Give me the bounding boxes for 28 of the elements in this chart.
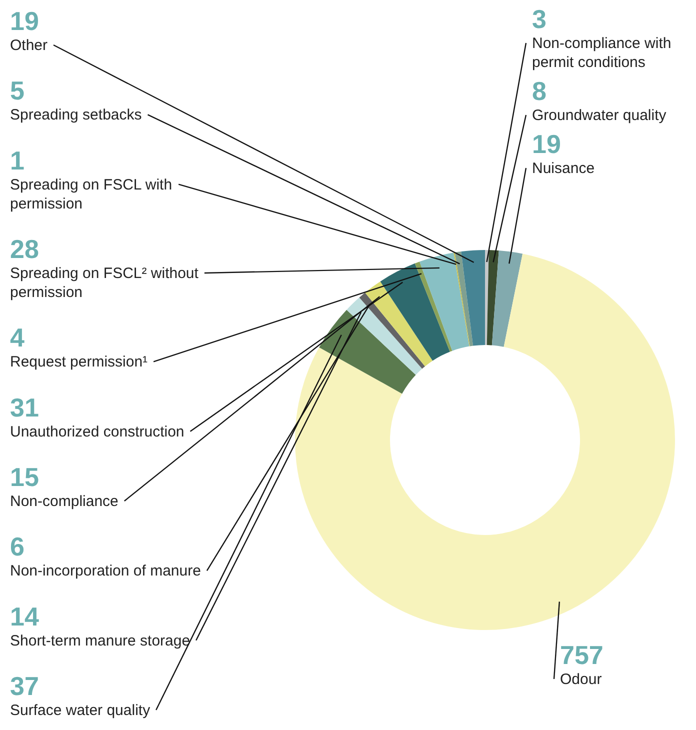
data-label: 37	[10, 671, 39, 701]
data-label: 15	[10, 462, 39, 492]
data-label: 19	[10, 6, 39, 36]
slice-label: Nuisance	[532, 160, 595, 177]
data-label: 14	[10, 601, 40, 632]
slice-label: Short-term manure storage	[10, 632, 190, 650]
slice-label: Surface water quality	[10, 702, 151, 719]
slice-label: Request permission¹	[10, 354, 148, 371]
data-label: 6	[10, 532, 24, 562]
data-label: 3	[532, 4, 546, 34]
slice-label: Non-compliance with permit conditions	[532, 35, 672, 71]
slice-label: Non-incorporation of manure	[10, 562, 201, 580]
slice-label: Spreading on FSCL with permission	[10, 176, 172, 212]
slice-label: Non-compliance	[10, 493, 118, 510]
slice-label: Groundwater quality	[532, 107, 667, 124]
slice-label: Unauthorized construction	[10, 423, 184, 440]
data-label: 8	[532, 76, 546, 106]
data-label: 1	[10, 145, 24, 176]
data-label: 28	[10, 234, 39, 264]
slice-label: Odour	[560, 671, 602, 688]
data-label: 5	[10, 76, 24, 106]
slice-label: Spreading setbacks	[10, 106, 142, 124]
data-label: 757	[560, 640, 604, 670]
data-label: 4	[10, 322, 25, 353]
slice-label: Spreading on FSCL² without permission	[10, 265, 200, 301]
data-label: 31	[10, 392, 39, 422]
data-label: 19	[532, 129, 561, 159]
slice-label: Other	[10, 37, 48, 54]
